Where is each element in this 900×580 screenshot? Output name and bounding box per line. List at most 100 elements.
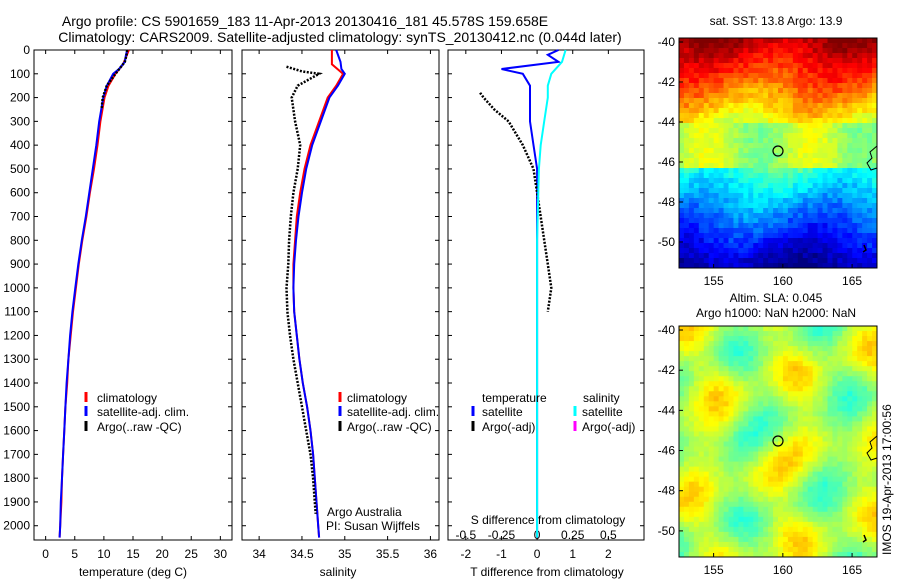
heatmap-cell bbox=[872, 258, 877, 264]
heatmap-cell bbox=[842, 381, 848, 387]
heatmap-cell bbox=[728, 396, 735, 402]
heatmap-cell bbox=[778, 118, 784, 124]
heatmap-cell bbox=[679, 436, 685, 443]
heatmap-cell bbox=[748, 88, 754, 94]
heatmap-cell bbox=[778, 531, 784, 538]
heatmap-cell bbox=[807, 128, 814, 134]
heatmap-cell bbox=[862, 351, 868, 357]
heatmap-cell bbox=[797, 481, 804, 488]
heatmap-cell bbox=[822, 411, 829, 417]
heatmap-cell bbox=[773, 48, 779, 54]
heatmap-cell bbox=[763, 461, 769, 468]
heatmap-cell bbox=[837, 546, 843, 553]
heatmap-cell bbox=[723, 188, 730, 194]
heatmap-cell bbox=[782, 541, 789, 548]
heatmap-cell bbox=[782, 406, 789, 412]
heatmap-cell bbox=[768, 198, 774, 204]
heatmap-cell bbox=[768, 88, 774, 94]
heatmap-cell bbox=[847, 143, 853, 149]
heatmap-cell bbox=[683, 426, 690, 433]
heatmap-cell bbox=[733, 243, 739, 249]
heatmap-cell bbox=[857, 366, 863, 372]
heatmap-cell bbox=[797, 526, 804, 533]
heatmap-cell bbox=[683, 326, 690, 332]
heatmap-cell bbox=[723, 173, 730, 179]
heatmap-cell bbox=[748, 491, 754, 498]
heatmap-cell bbox=[763, 346, 769, 352]
heatmap-cell bbox=[703, 371, 710, 377]
heatmap-cell bbox=[773, 336, 779, 342]
heatmap-cell bbox=[812, 138, 819, 144]
heatmap-cell bbox=[867, 371, 873, 377]
heatmap-cell bbox=[758, 526, 764, 533]
heatmap-cell bbox=[718, 361, 725, 367]
heatmap-cell bbox=[713, 63, 720, 69]
heatmap-cell bbox=[763, 38, 769, 44]
heatmap-cell bbox=[698, 366, 705, 372]
heatmap-cell bbox=[768, 356, 774, 362]
heatmap-cell bbox=[822, 78, 829, 84]
heatmap-cell bbox=[733, 223, 739, 229]
heatmap-cell bbox=[693, 198, 700, 204]
heatmap-cell bbox=[867, 248, 873, 254]
heatmap-cell bbox=[743, 436, 749, 443]
heatmap-cell bbox=[822, 351, 829, 357]
heatmap-cell bbox=[837, 551, 843, 557]
heatmap-cell bbox=[842, 511, 848, 518]
heatmap-cell bbox=[837, 416, 843, 423]
heatmap-cell bbox=[782, 436, 789, 443]
heatmap-cell bbox=[753, 148, 759, 154]
heatmap-cell bbox=[708, 461, 715, 468]
heatmap-cell bbox=[827, 421, 834, 428]
heatmap-cell bbox=[867, 491, 873, 498]
heatmap-cell bbox=[748, 461, 754, 468]
heatmap-cell bbox=[782, 416, 789, 423]
heatmap-cell bbox=[703, 83, 710, 89]
heatmap-cell bbox=[763, 198, 769, 204]
heatmap-cell bbox=[703, 43, 710, 49]
heatmap-cell bbox=[743, 466, 749, 473]
heatmap-cell bbox=[773, 253, 779, 259]
heatmap-cell bbox=[857, 263, 863, 268]
heatmap-cell bbox=[703, 326, 710, 332]
heatmap-cell bbox=[857, 113, 863, 119]
heatmap-cell bbox=[857, 198, 863, 204]
heatmap-cell bbox=[782, 386, 789, 392]
heatmap-cell bbox=[718, 38, 725, 44]
heatmap-cell bbox=[837, 411, 843, 417]
heatmap-cell bbox=[872, 406, 877, 412]
heatmap-cell bbox=[842, 178, 848, 184]
heatmap-cell bbox=[837, 456, 843, 463]
heatmap-cell bbox=[708, 103, 715, 109]
heatmap-cell bbox=[768, 371, 774, 377]
heatmap-cell bbox=[748, 546, 754, 553]
heatmap-cell bbox=[847, 228, 853, 234]
heatmap-cell bbox=[797, 153, 804, 159]
heatmap-cell bbox=[758, 228, 764, 234]
heatmap-cell bbox=[778, 243, 784, 249]
heatmap-cell bbox=[768, 208, 774, 214]
heatmap-cell bbox=[778, 436, 784, 443]
heatmap-cell bbox=[763, 228, 769, 234]
heatmap-cell bbox=[837, 88, 843, 94]
heatmap-cell bbox=[817, 73, 824, 79]
heatmap-cell bbox=[872, 83, 877, 89]
heatmap-cell bbox=[812, 546, 819, 553]
heatmap-cell bbox=[738, 263, 744, 268]
heatmap-cell bbox=[733, 326, 739, 332]
heatmap-cell bbox=[827, 356, 834, 362]
heatmap-cell bbox=[792, 138, 799, 144]
heatmap-cell bbox=[817, 243, 824, 249]
heatmap-cell bbox=[852, 501, 858, 508]
heatmap-cell bbox=[738, 391, 744, 397]
heatmap-cell bbox=[827, 521, 834, 528]
heatmap-cell bbox=[708, 43, 715, 49]
heatmap-cell bbox=[728, 501, 735, 508]
heatmap-cell bbox=[778, 203, 784, 209]
heatmap-cell bbox=[773, 521, 779, 528]
heatmap-cell bbox=[693, 541, 700, 548]
heatmap-cell bbox=[698, 208, 705, 214]
heatmap-cell bbox=[792, 213, 799, 219]
heatmap-cell bbox=[679, 188, 685, 194]
heatmap-cell bbox=[773, 238, 779, 244]
